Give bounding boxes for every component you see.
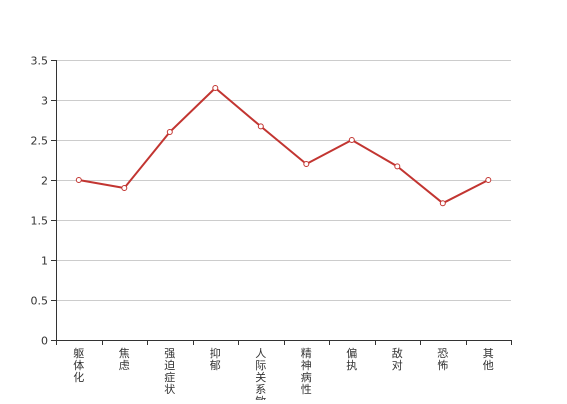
y-tick-label-2: 1 [41, 255, 48, 268]
grid-layer [56, 60, 511, 301]
data-point-6[interactable] [348, 137, 355, 143]
data-point-7[interactable] [394, 163, 401, 170]
data-point-2[interactable] [166, 129, 173, 135]
y-tick-labels: 0 0.5 1 1.5 2 2.5 3 3.5 [31, 55, 49, 348]
data-point-0[interactable] [75, 177, 82, 183]
data-point-9[interactable] [485, 177, 492, 183]
x-tick-label-3: 抑郁 [210, 346, 221, 372]
data-point-1[interactable] [121, 185, 128, 191]
axis-layer [51, 60, 512, 345]
x-tick-label-6: 偏执 [346, 346, 357, 372]
y-tick-label-6: 3 [41, 95, 48, 108]
x-tick-label-8: 恐怖 [437, 347, 448, 372]
series-line-0 [78, 87, 489, 205]
x-tick-label-1: 焦虑 [119, 347, 130, 372]
data-point-5[interactable] [303, 161, 310, 167]
y-tick-label-4: 2 [41, 175, 48, 188]
x-tick-label-9: 其他 [483, 347, 494, 372]
x-tick-label-0: 躯体化 [73, 347, 84, 384]
y-tick-label-1: 0.5 [31, 295, 49, 308]
x-tick-label-5: 精神病性 [301, 347, 312, 396]
x-tick-labels: 躯体化 焦虑 强迫症状 抑郁 人际关系敏感 精神病性 偏执 敌对 恐怖 其他 [73, 346, 494, 404]
x-tick-label-7: 敌对 [392, 346, 403, 372]
series-layer [75, 85, 492, 207]
data-point-4[interactable] [257, 123, 264, 130]
x-tick-label-2: 强迫症状 [164, 347, 175, 396]
x-tick-label-4: 人际关系敏感 [255, 347, 266, 400]
y-tick-label-0: 0 [41, 335, 48, 348]
y-tick-label-7: 3.5 [31, 55, 49, 68]
data-point-8[interactable] [439, 200, 446, 207]
data-point-3[interactable] [212, 85, 219, 91]
y-tick-label-5: 2.5 [31, 135, 49, 148]
y-tick-label-3: 1.5 [31, 215, 49, 228]
